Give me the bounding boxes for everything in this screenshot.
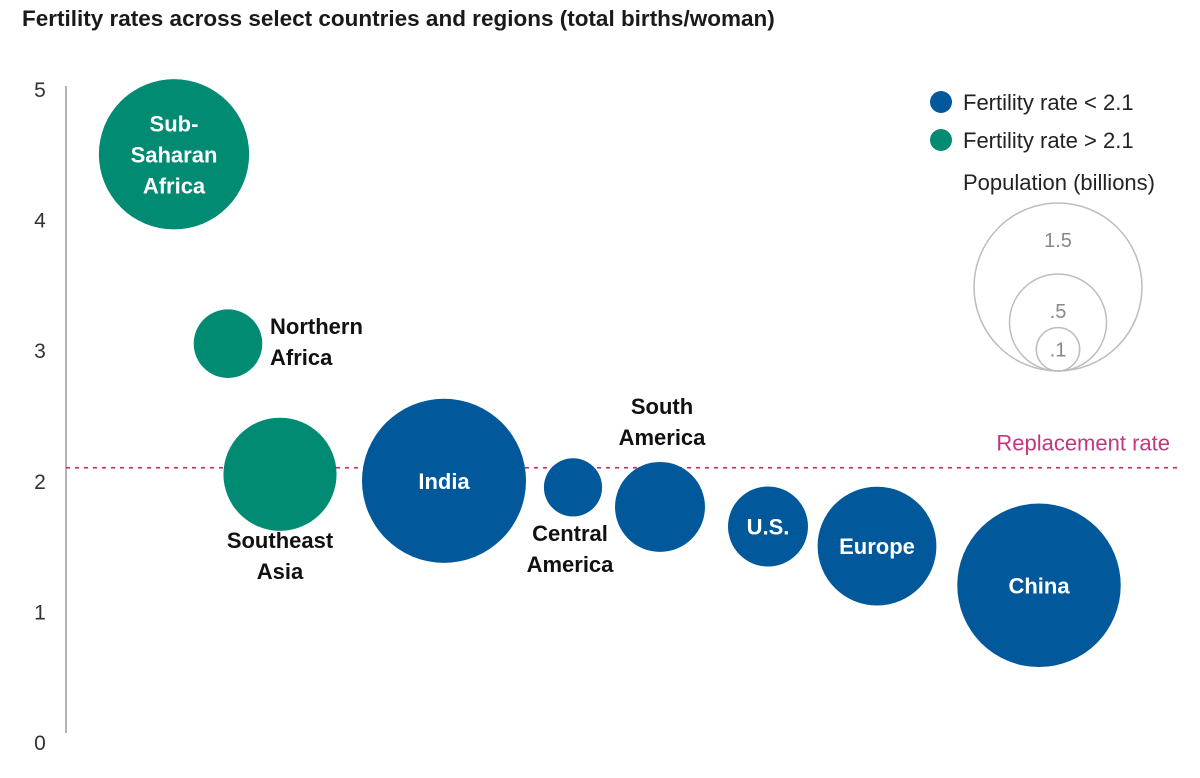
chart-title: Fertility rates across select countries … — [22, 6, 775, 31]
bubble-europe: Europe — [817, 486, 937, 606]
bubble-south-america: South America — [615, 394, 706, 552]
bubble-u-s: U.S. — [728, 486, 808, 567]
bubble-circle — [98, 79, 250, 230]
bubble-circle — [615, 461, 705, 552]
size-legend-label: .5 — [1050, 301, 1067, 323]
size-legend-circle — [1035, 326, 1081, 372]
bubble-circle — [361, 398, 527, 563]
y-tick-label: 3 — [34, 340, 46, 363]
bubble-southeast-asia: Southeast Asia — [223, 417, 337, 584]
y-tick-label: 2 — [34, 471, 46, 494]
bubble-label: China — [1008, 573, 1070, 598]
bubble-circle — [817, 486, 937, 606]
bubble-label: Central — [532, 521, 608, 546]
bubble-china: China — [957, 503, 1121, 668]
size-legend-item: .1 — [1035, 326, 1081, 372]
bubble-circle — [223, 417, 337, 531]
bubble-label: Sub- — [150, 111, 199, 136]
legend-marker — [930, 129, 952, 151]
y-tick-label: 4 — [34, 210, 46, 233]
legend-item: Fertility rate < 2.1 — [930, 90, 1134, 115]
bubble-circle — [193, 309, 263, 378]
size-legend-label: 1.5 — [1044, 230, 1072, 252]
size-legend: Population (billions) 1.5 .5 .1 — [963, 170, 1155, 372]
bubble-central-america: Central America — [527, 458, 615, 577]
legend-item: Fertility rate > 2.1 — [930, 128, 1134, 153]
bubble-label: Europe — [839, 534, 915, 559]
replacement-rate-label: Replacement rate — [996, 431, 1170, 456]
bubble-label: America — [619, 425, 707, 450]
size-legend-label: .1 — [1050, 339, 1067, 361]
bubble-label: Africa — [143, 173, 206, 198]
bubble-label: Northern — [270, 314, 363, 339]
y-tick-label: 1 — [34, 601, 46, 624]
bubble-circle — [543, 458, 603, 517]
bubble-label: U.S. — [747, 515, 790, 540]
bubble-label: America — [527, 552, 615, 577]
y-tick-label: 0 — [34, 732, 46, 755]
bubble-label: Southeast — [227, 528, 334, 553]
bubble-india: India — [361, 398, 527, 563]
bubble-circle — [957, 503, 1121, 668]
size-legend-title: Population (billions) — [963, 170, 1155, 195]
bubble-label: Saharan — [131, 142, 218, 167]
bubble-label: India — [418, 469, 470, 494]
bubble-label: Africa — [270, 345, 333, 370]
legend-label: Fertility rate < 2.1 — [963, 90, 1134, 115]
bubble-sub-saharan-africa: Sub- Saharan Africa — [98, 79, 250, 230]
legend-label: Fertility rate > 2.1 — [963, 128, 1134, 153]
bubble-circle — [728, 486, 808, 567]
bubble-label: South — [631, 394, 693, 419]
bubble-northern-africa: Northern Africa — [193, 309, 363, 378]
bubble-label: Asia — [257, 559, 304, 584]
legend-marker — [930, 91, 952, 113]
y-tick-label: 5 — [34, 79, 46, 102]
legend: Fertility rate < 2.1 Fertility rate > 2.1 — [930, 90, 1134, 153]
bubbles: Sub- Saharan Africa Northern Africa Southeast… — [98, 79, 1121, 668]
y-ticks: 0 1 2 3 4 5 — [34, 79, 46, 755]
